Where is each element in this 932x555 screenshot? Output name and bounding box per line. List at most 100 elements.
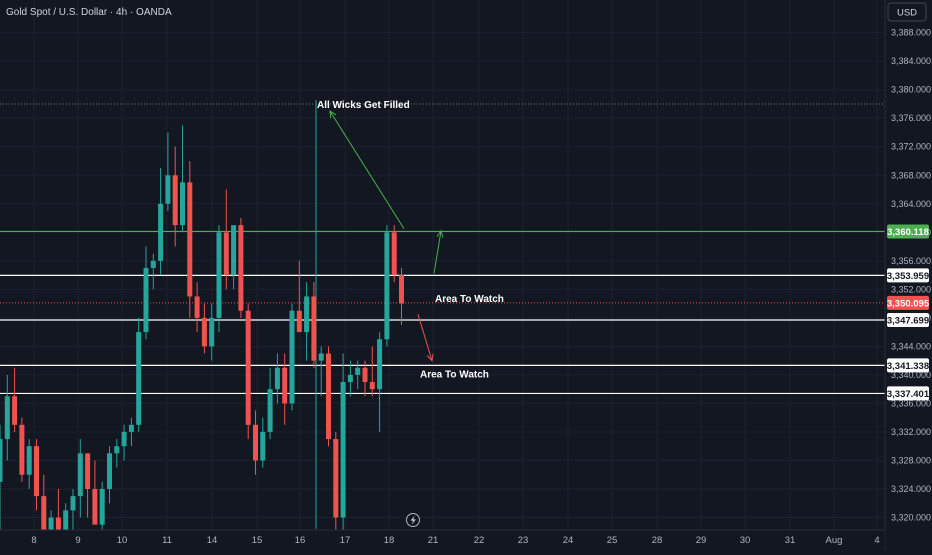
- chart-title: Gold Spot / U.S. Dollar · 4h · OANDA: [6, 7, 172, 18]
- candle[interactable]: [34, 439, 39, 511]
- arrow-down-target[interactable]: [417, 314, 434, 362]
- candle[interactable]: [340, 353, 346, 532]
- x-tick-label: 17: [340, 535, 351, 546]
- candle[interactable]: [296, 260, 302, 333]
- candle[interactable]: [201, 303, 207, 354]
- x-tick-label: 4: [874, 535, 879, 546]
- svg-text:3,360.118: 3,360.118: [887, 227, 929, 238]
- candle[interactable]: [347, 360, 353, 397]
- x-tick-label: 23: [518, 535, 529, 546]
- y-tick-label: 3,340.000: [891, 370, 931, 380]
- candle[interactable]: [92, 460, 98, 525]
- svg-text:3,350.095: 3,350.095: [887, 298, 930, 309]
- candle[interactable]: [216, 225, 222, 333]
- annotation-label[interactable]: All Wicks Get Filled: [317, 100, 410, 111]
- lightning-icon[interactable]: [406, 513, 420, 527]
- candle[interactable]: [4, 374, 10, 461]
- candle[interactable]: [253, 410, 258, 475]
- candle[interactable]: [260, 417, 266, 468]
- arrow-to-wicks[interactable]: [329, 110, 405, 230]
- candle[interactable]: [128, 417, 134, 447]
- candle[interactable]: [70, 488, 76, 532]
- time-axis-ticks: 8 9 10 11 14 15 16 17 18 21 22 23 24 25 28 29 30 31 Aug 4: [31, 535, 879, 546]
- x-tick-label: 29: [696, 535, 707, 546]
- candle[interactable]: [136, 317, 142, 432]
- y-tick-label: 3,384.000: [891, 56, 931, 66]
- candle[interactable]: [377, 332, 383, 432]
- x-tick-label: 10: [117, 535, 128, 546]
- candle[interactable]: [150, 253, 156, 290]
- candle[interactable]: [121, 424, 127, 461]
- y-tick-label: 3,352.000: [891, 284, 931, 294]
- candle[interactable]: [77, 439, 83, 518]
- candle[interactable]: [289, 303, 295, 411]
- candle[interactable]: [172, 146, 178, 247]
- candle[interactable]: [245, 303, 251, 440]
- candle[interactable]: [12, 367, 18, 432]
- candle[interactable]: [238, 218, 244, 318]
- candle[interactable]: [311, 282, 317, 368]
- x-tick-label: 22: [474, 535, 485, 546]
- arrow-up-target[interactable]: [433, 229, 444, 274]
- y-tick-label: 3,320.000: [891, 513, 931, 523]
- currency-button[interactable]: USD: [887, 2, 927, 22]
- candle[interactable]: [107, 446, 112, 504]
- candle[interactable]: [194, 282, 200, 333]
- candle[interactable]: [326, 346, 331, 447]
- y-tick-label: 3,380.000: [891, 85, 931, 95]
- x-tick-label: 28: [652, 535, 663, 546]
- level-price-tag: 3,353.959: [887, 268, 929, 283]
- annotation-label[interactable]: Area To Watch: [435, 294, 504, 305]
- svg-text:3,353.959: 3,353.959: [887, 271, 929, 282]
- candle[interactable]: [26, 439, 32, 489]
- currency-button-frame: [887, 2, 927, 22]
- svg-text:3,347.699: 3,347.699: [887, 316, 929, 327]
- x-tick-label: 24: [563, 535, 574, 546]
- candle[interactable]: [158, 168, 164, 276]
- candle[interactable]: [180, 125, 185, 233]
- candle[interactable]: [304, 282, 310, 361]
- candle[interactable]: [85, 453, 91, 518]
- x-tick-label: 30: [740, 535, 751, 546]
- candle[interactable]: [114, 439, 120, 468]
- x-tick-label: 25: [607, 535, 618, 546]
- candle[interactable]: [391, 225, 397, 283]
- candle[interactable]: [333, 431, 339, 532]
- candle[interactable]: [187, 161, 193, 318]
- y-tick-label: 3,376.000: [891, 113, 931, 123]
- x-tick-label: 18: [384, 535, 395, 546]
- candle[interactable]: [267, 367, 273, 440]
- y-tick-label: 3,388.000: [891, 28, 931, 38]
- candle[interactable]: [0, 424, 3, 532]
- candle[interactable]: [143, 246, 149, 340]
- candle[interactable]: [318, 346, 324, 397]
- price-tags: 3,360.118 3,353.959 3,347.699 3,341.338 3,33…: [887, 224, 930, 401]
- candle[interactable]: [165, 132, 171, 211]
- svg-text:3,341.338: 3,341.338: [887, 361, 929, 372]
- time-axis-panel[interactable]: [0, 530, 885, 550]
- candle[interactable]: [362, 360, 368, 397]
- candle[interactable]: [209, 303, 215, 361]
- svg-text:3,337.401: 3,337.401: [887, 389, 930, 400]
- x-tick-label: 8: [31, 535, 36, 546]
- y-tick-label: 3,332.000: [891, 427, 931, 437]
- annotations-layer[interactable]: All Wicks Get Filled Area To Watch Area To…: [317, 100, 504, 381]
- x-tick-label: 21: [428, 535, 439, 546]
- level-price-tag: 3,360.118: [887, 224, 929, 239]
- candle[interactable]: [384, 225, 390, 347]
- candles-layer[interactable]: [0, 125, 404, 555]
- y-tick-label: 3,324.000: [891, 484, 931, 494]
- candle[interactable]: [274, 353, 280, 404]
- candle[interactable]: [19, 417, 25, 482]
- candle[interactable]: [369, 346, 375, 397]
- candle[interactable]: [282, 353, 288, 425]
- candle[interactable]: [231, 225, 237, 290]
- candle[interactable]: [399, 267, 404, 325]
- x-tick-label: 31: [785, 535, 796, 546]
- candle[interactable]: [355, 360, 361, 390]
- candle[interactable]: [223, 189, 229, 290]
- candle[interactable]: [99, 481, 105, 532]
- annotation-label[interactable]: Area To Watch: [420, 369, 489, 380]
